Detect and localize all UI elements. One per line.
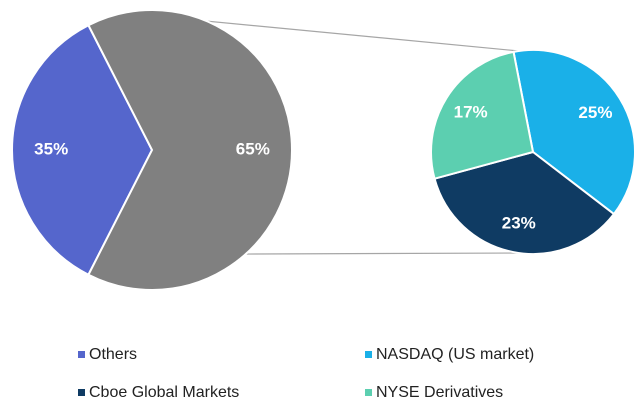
pie-slice [430,50,535,180]
legend-label: NASDAQ (US market) [376,346,534,363]
connector-line [245,252,519,255]
legend-marker [365,351,372,358]
data-label: 17% [454,103,488,122]
data-label: 25% [578,103,612,122]
pie-slice [433,150,616,255]
legend-label: Cboe Global Markets [89,384,239,401]
data-label: 23% [502,214,536,233]
pie-slice [512,49,635,216]
legend-marker [78,351,85,358]
pie-slice [87,9,293,291]
legend-label: Others [89,346,137,363]
data-label: 65% [236,139,270,158]
legend-label: NYSE Derivatives [376,384,503,401]
legend-marker [365,389,372,396]
data-label: 35% [34,139,68,158]
legend-marker [78,389,85,396]
pie-slice [11,23,154,277]
